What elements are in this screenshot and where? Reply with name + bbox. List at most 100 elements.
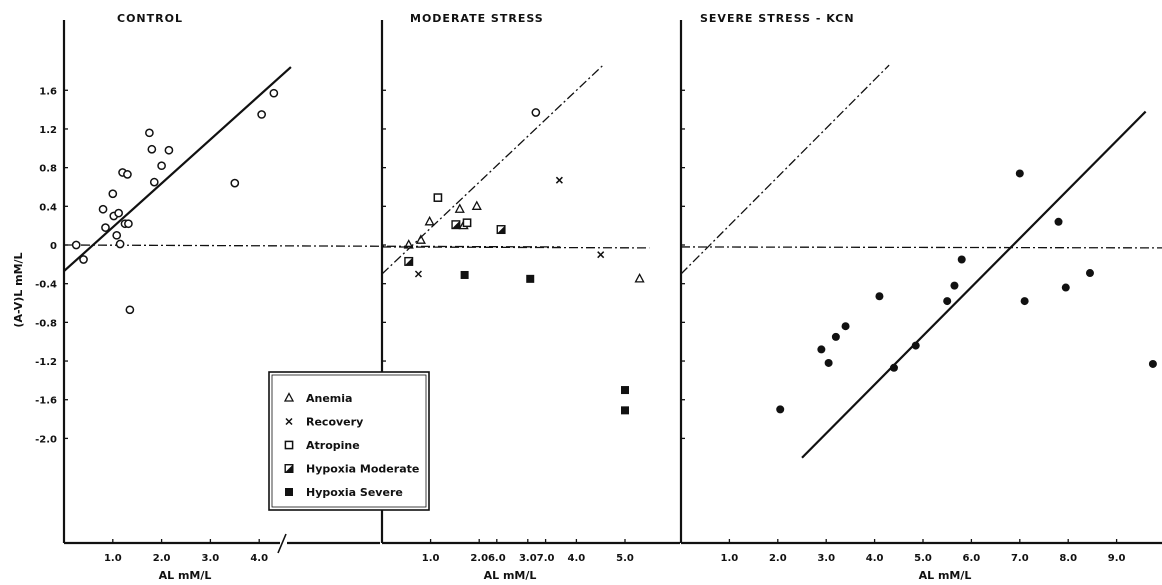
data-point-open-circle xyxy=(112,230,122,240)
legend-marker-triangle xyxy=(283,392,295,402)
data-point-filled-circle xyxy=(943,297,952,306)
x-axis-label: AL mM/L xyxy=(159,569,212,582)
y-tick-label: 0 xyxy=(50,241,57,252)
regression-line xyxy=(801,110,1147,459)
data-point-open-circle xyxy=(149,177,159,187)
legend-marker-x xyxy=(285,417,293,426)
data-point-open-circle xyxy=(164,145,174,155)
x-tick-label: 7.0 xyxy=(537,553,555,564)
y-tick-label: 0.4 xyxy=(39,202,57,213)
panel-moderate-stress: 1.0 2.0 3.0 4.0 5.0 MODERATE STRESS AL mM/L xyxy=(380,12,680,582)
panel-title: CONTROL xyxy=(117,12,183,25)
x-tick-label: 1.0 xyxy=(422,553,440,564)
data-point-filled-circle xyxy=(957,255,966,264)
legend: Anemia Recovery Atropine Hypoxia Moderate Hy… xyxy=(268,371,430,511)
data-point-open-circle xyxy=(147,144,157,154)
data-point-open-circle xyxy=(98,204,108,214)
x-tick-label: 2.0 xyxy=(153,553,171,564)
zero-line-line xyxy=(63,244,561,248)
y-tick-label: 1.2 xyxy=(39,125,57,136)
data-point-filled-circle xyxy=(950,281,959,290)
data-point-x xyxy=(597,251,605,259)
axis-break-mark xyxy=(277,533,287,554)
legend-label: Hypoxia Severe xyxy=(306,486,403,499)
zero-line-line xyxy=(381,246,650,249)
y-axis-label: (A-V)L mM/L xyxy=(12,252,25,327)
data-point-triangle xyxy=(403,239,414,249)
data-point-filled-circle xyxy=(824,358,833,367)
y-tick-label: -1.2 xyxy=(35,357,57,368)
panel-severe-stress-kcn: 1.0 2.0 3.0 4.0 5.0 6.0 7.0 8.0 9.0 SEVERE STRESS… xyxy=(679,12,1162,582)
data-point-filled-circle xyxy=(1015,169,1024,178)
x-tick-label: 6.0 xyxy=(963,553,981,564)
data-point-filled-circle xyxy=(1054,217,1063,226)
data-point-filled-circle xyxy=(1085,269,1094,278)
panel-title: MODERATE STRESS xyxy=(410,12,544,25)
data-point-open-circle xyxy=(125,305,135,315)
data-point-open-circle xyxy=(230,178,240,188)
legend-label: Anemia xyxy=(306,392,352,405)
y-tick-label: -1.6 xyxy=(35,396,57,407)
x-tick-label: 6.0 xyxy=(488,553,506,564)
x-tick-label: 1.0 xyxy=(104,553,122,564)
data-point-open-circle xyxy=(269,88,279,98)
y-tick-label: 1.6 xyxy=(39,86,57,97)
x-tick-label: 4.0 xyxy=(866,553,884,564)
x-tick-label: 7.0 xyxy=(1011,553,1029,564)
legend-marker-open-square xyxy=(284,440,294,450)
data-point-open-circle xyxy=(157,161,166,171)
data-point-open-circle xyxy=(114,208,124,218)
marker-fill xyxy=(285,464,293,473)
data-point-filled-circle xyxy=(776,405,785,414)
y-tick-label: -0.8 xyxy=(35,318,57,329)
data-point-filled-square xyxy=(621,386,629,395)
data-point-open-circle xyxy=(531,108,541,117)
data-point-triangle xyxy=(424,215,435,226)
data-point-open-circle xyxy=(124,219,133,229)
x-tick-label: 5.0 xyxy=(616,553,634,564)
data-point-filled-circle xyxy=(831,332,840,341)
x-tick-label: 2.0 xyxy=(470,553,488,564)
x-tick-label: 3.0 xyxy=(202,553,220,564)
x-tick-label: 8.0 xyxy=(1059,553,1077,564)
x-axis-label: AL mM/L xyxy=(919,569,972,582)
x-tick-label: 2.0 xyxy=(769,553,787,564)
y-tick-label: 0.8 xyxy=(39,164,57,175)
marker-fill xyxy=(404,257,413,266)
data-point-triangle xyxy=(471,200,482,210)
data-point-triangle xyxy=(634,272,645,283)
data-point-x xyxy=(414,270,422,278)
data-point-filled-circle xyxy=(1061,283,1070,292)
x-tick-label: 1.0 xyxy=(721,553,739,564)
y-tick-label: -2.0 xyxy=(35,434,57,445)
x-tick-label: 4.0 xyxy=(250,553,268,564)
data-point-filled-circle xyxy=(841,322,850,331)
data-point-open-circle xyxy=(115,239,125,249)
panel-title: SEVERE STRESS - KCN xyxy=(700,12,855,25)
line-of-identity-line xyxy=(381,64,604,275)
data-point-open-circle xyxy=(123,170,132,179)
x-tick-label: 5.0 xyxy=(914,553,932,564)
legend-marker-filled-square xyxy=(285,488,293,496)
zero-line-line xyxy=(680,246,1162,249)
data-point-filled-square xyxy=(621,406,629,415)
data-point-open-circle xyxy=(108,189,118,199)
data-point-filled-circle xyxy=(817,345,826,354)
marker-fill xyxy=(497,225,505,234)
legend-label: Atropine xyxy=(306,439,360,452)
data-point-open-circle xyxy=(101,223,110,232)
data-point-open-circle xyxy=(71,240,81,250)
data-point-half-square xyxy=(451,220,461,230)
x-tick-label: 3.0 xyxy=(519,553,537,564)
x-tick-label: 9.0 xyxy=(1108,553,1126,564)
legend-box xyxy=(268,371,430,511)
data-point-filled-circle xyxy=(875,292,884,301)
data-point-filled-circle xyxy=(1148,359,1157,368)
y-tick-label: -0.4 xyxy=(35,280,57,291)
regression-line xyxy=(63,66,292,272)
data-point-filled-square xyxy=(460,270,469,279)
x-axis-label: AL mM/L xyxy=(484,569,537,582)
line-of-identity-line xyxy=(680,64,890,275)
data-point-filled-square xyxy=(526,274,535,283)
